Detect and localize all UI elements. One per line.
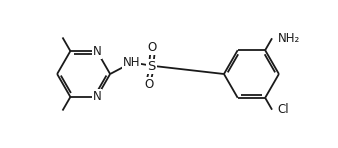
Text: S: S — [147, 60, 155, 73]
Text: NH₂: NH₂ — [278, 32, 300, 45]
Text: O: O — [148, 41, 157, 54]
Text: N: N — [93, 90, 101, 103]
Text: NH: NH — [123, 56, 141, 69]
Text: Cl: Cl — [277, 103, 289, 116]
Text: O: O — [145, 78, 154, 91]
Text: N: N — [93, 45, 101, 58]
